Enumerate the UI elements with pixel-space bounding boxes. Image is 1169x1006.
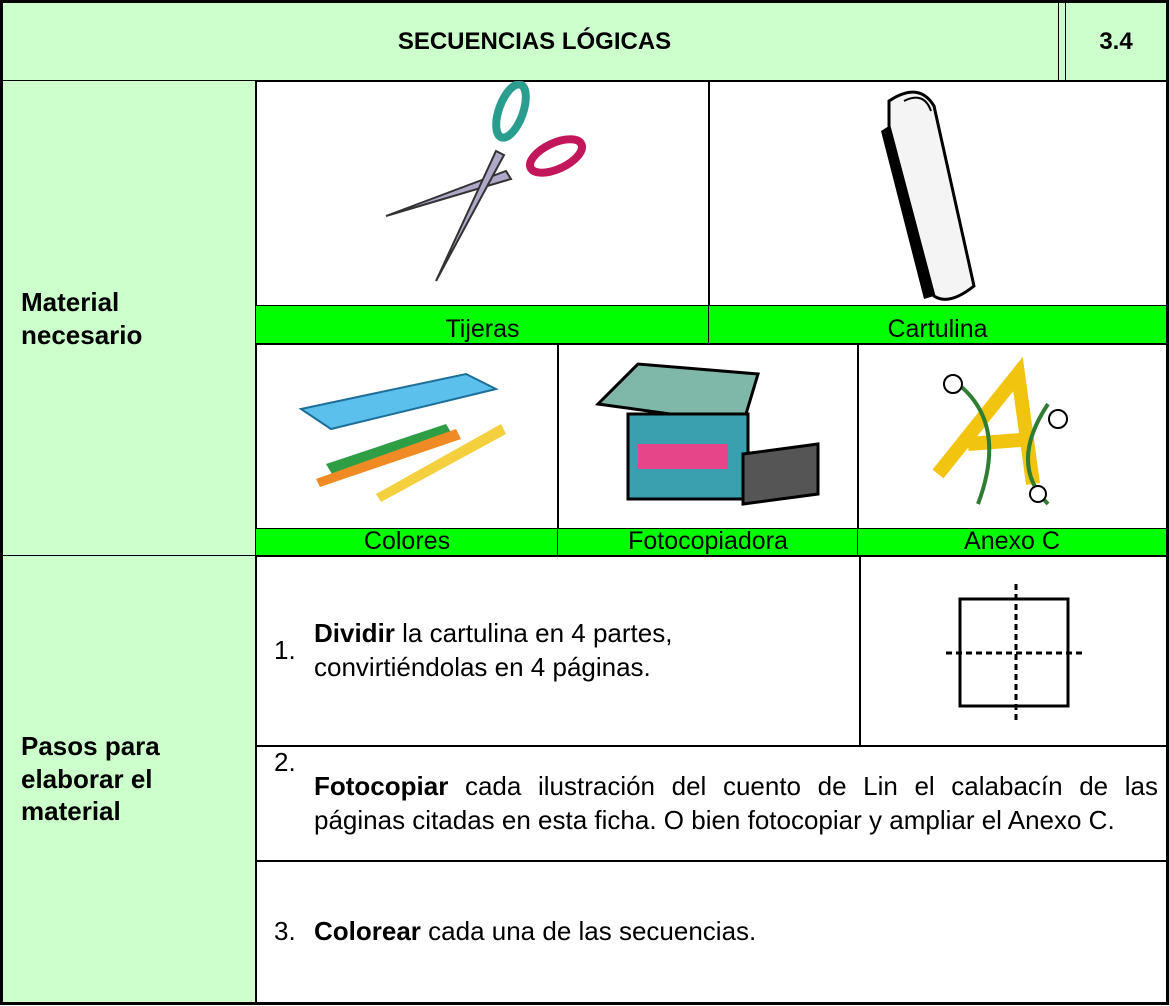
step-action: Colorear bbox=[314, 915, 421, 946]
step-cell: 3. Colorear cada una de las secuencias. bbox=[255, 860, 1169, 1005]
material-name: Colores bbox=[363, 527, 451, 555]
material-label-cell: Fotocopiadora bbox=[557, 528, 859, 557]
title-cell: SECUENCIAS LÓGICAS bbox=[0, 0, 1067, 82]
material-label-cell: Tijeras bbox=[255, 305, 710, 345]
step-cell: 2. Fotocopiar cada ilustración del cuent… bbox=[255, 745, 1169, 862]
image-cell bbox=[255, 343, 559, 530]
image-cell bbox=[255, 80, 710, 307]
step-text: cada ilustración del cuento de Lin el ca… bbox=[314, 770, 1158, 835]
material-name: Anexo C bbox=[964, 527, 1060, 555]
image-cell bbox=[557, 343, 859, 530]
material-name: Tijeras bbox=[445, 315, 520, 343]
material-label-cell: Anexo C bbox=[857, 528, 1169, 557]
code-cell: 3.4 bbox=[1065, 0, 1169, 82]
step-number: 3. bbox=[274, 915, 296, 946]
colors-icon bbox=[298, 372, 506, 502]
step-cell: 1. Dividir la cartulina en 4 partes, con… bbox=[255, 555, 861, 747]
step-action: Fotocopiar bbox=[314, 770, 449, 801]
material-label-cell: Cartulina bbox=[708, 305, 1169, 345]
code: 3.4 bbox=[1099, 28, 1133, 55]
step-number: 2. bbox=[274, 747, 296, 777]
step-action: Dividir bbox=[314, 618, 395, 649]
image-cell bbox=[857, 343, 1169, 530]
step-number: 1. bbox=[274, 635, 296, 666]
image-cell bbox=[708, 80, 1169, 307]
materials-label-cell: Material necesario bbox=[0, 80, 257, 557]
divider bbox=[1058, 0, 1065, 82]
material-label-cell: Colores bbox=[255, 528, 559, 557]
figure-cell bbox=[859, 555, 1169, 747]
paper-roll-icon bbox=[881, 90, 976, 301]
steps-label-cell: Pasos para elaborar el material bbox=[0, 555, 257, 1005]
step-text: cada una de las secuencias. bbox=[428, 915, 757, 946]
material-name: Fotocopiadora bbox=[628, 527, 788, 555]
fold-diagram bbox=[946, 584, 1082, 721]
title: SECUENCIAS LÓGICAS bbox=[397, 28, 672, 55]
material-name: Cartulina bbox=[887, 315, 988, 343]
step-text: la cartulina en 4 partes, convirtiéndola… bbox=[314, 618, 673, 682]
printer-icon bbox=[594, 362, 820, 506]
scissors-icon bbox=[385, 81, 586, 282]
steps-label: Pasos para elaborar el material bbox=[21, 731, 160, 827]
annex-icon bbox=[932, 356, 1068, 506]
materials-label: Material necesario bbox=[21, 287, 143, 350]
